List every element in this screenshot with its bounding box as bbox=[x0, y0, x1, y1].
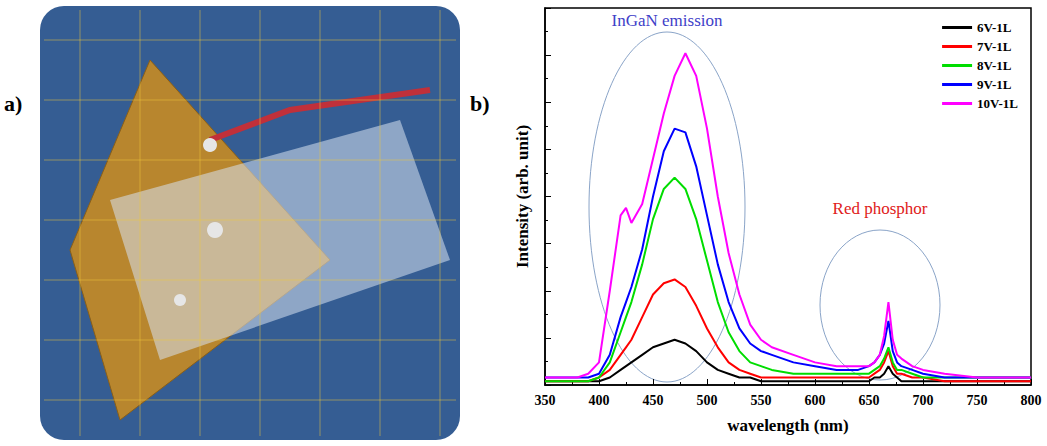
svg-text:b): b) bbox=[470, 91, 490, 116]
svg-text:8V-1L: 8V-1L bbox=[977, 58, 1012, 73]
svg-text:9V-1L: 9V-1L bbox=[977, 77, 1012, 92]
svg-text:wavelength (nm): wavelength (nm) bbox=[727, 416, 848, 435]
svg-text:Red phosphor: Red phosphor bbox=[833, 199, 928, 218]
svg-text:6V-1L: 6V-1L bbox=[977, 20, 1012, 35]
svg-text:750: 750 bbox=[967, 393, 988, 408]
svg-text:450: 450 bbox=[643, 393, 664, 408]
svg-text:600: 600 bbox=[805, 393, 826, 408]
svg-text:700: 700 bbox=[913, 393, 934, 408]
svg-text:350: 350 bbox=[535, 393, 556, 408]
svg-text:550: 550 bbox=[751, 393, 772, 408]
svg-text:800: 800 bbox=[1021, 393, 1042, 408]
svg-text:650: 650 bbox=[859, 393, 880, 408]
svg-text:400: 400 bbox=[589, 393, 610, 408]
svg-text:Intensity (arb. unit): Intensity (arb. unit) bbox=[513, 125, 532, 268]
svg-text:10V-1L: 10V-1L bbox=[977, 96, 1018, 111]
svg-text:a): a) bbox=[4, 91, 22, 116]
svg-text:500: 500 bbox=[697, 393, 718, 408]
svg-text:InGaN emission: InGaN emission bbox=[612, 11, 723, 30]
svg-text:7V-1L: 7V-1L bbox=[977, 39, 1012, 54]
